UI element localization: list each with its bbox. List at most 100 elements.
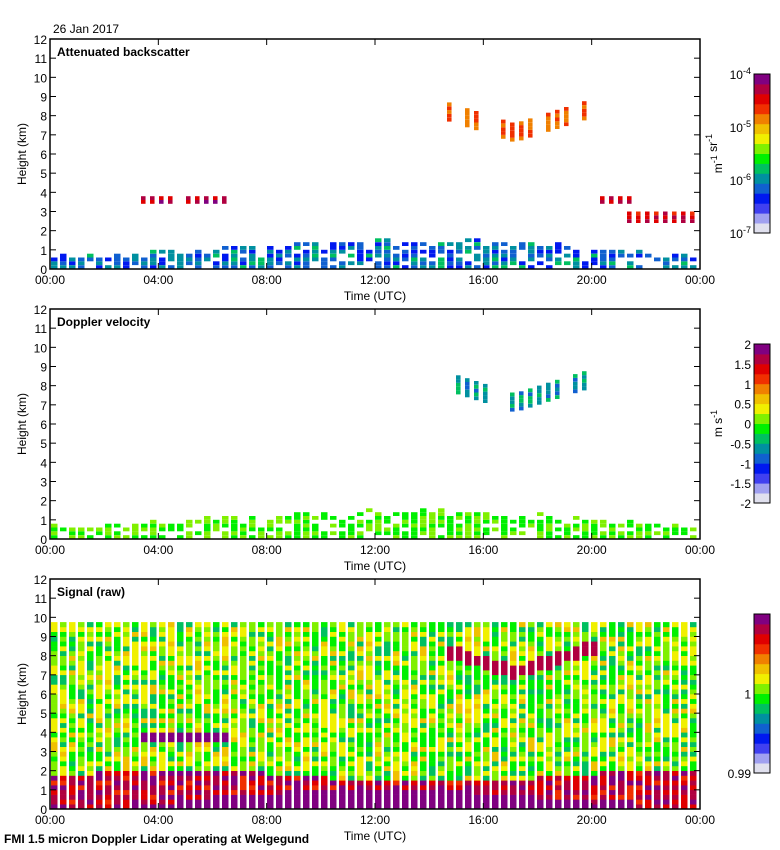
cell [60, 694, 67, 700]
cell [636, 535, 643, 539]
cell [87, 780, 94, 786]
cell [393, 765, 400, 771]
cell [69, 646, 76, 652]
cell [339, 708, 346, 714]
cell [618, 689, 625, 695]
cell [303, 519, 310, 524]
cell [600, 737, 607, 743]
cell [123, 535, 130, 539]
cell [411, 631, 418, 637]
cell [222, 196, 227, 200]
cell [582, 375, 587, 379]
cell [654, 646, 661, 652]
cell [159, 765, 166, 771]
y-tick-label: 4 [40, 186, 47, 200]
cell [267, 626, 274, 632]
cell [258, 689, 265, 695]
cell [159, 535, 166, 539]
cell [537, 650, 544, 656]
cell [60, 775, 67, 781]
cell [159, 684, 166, 690]
cell [132, 535, 139, 539]
cell [501, 131, 506, 135]
cell [357, 523, 364, 528]
cell [321, 794, 328, 800]
cell [420, 741, 427, 747]
cell [321, 626, 328, 632]
cell [195, 718, 202, 724]
cell [393, 698, 400, 704]
cell [393, 527, 400, 532]
cell [375, 246, 382, 250]
cell [546, 655, 553, 661]
cell [87, 775, 94, 781]
cell [627, 761, 634, 767]
cell [690, 775, 697, 781]
cell [483, 670, 490, 676]
cell [303, 770, 310, 776]
cell [105, 531, 112, 536]
cell [591, 655, 598, 661]
cell [366, 799, 373, 805]
cell [168, 622, 175, 628]
cell [456, 655, 463, 661]
cell [105, 770, 112, 776]
cell [483, 665, 490, 671]
cell [159, 694, 166, 700]
cell [51, 626, 58, 632]
cell [681, 708, 688, 714]
cell [474, 684, 481, 690]
cell [618, 665, 625, 671]
cell [690, 215, 695, 220]
cell [78, 765, 85, 771]
cell [564, 535, 571, 539]
cell [168, 670, 175, 676]
cell [582, 780, 589, 786]
cell [375, 780, 382, 786]
cell [258, 732, 265, 738]
cell [411, 519, 418, 524]
cell [222, 785, 229, 791]
cell [267, 631, 274, 637]
cell [384, 775, 391, 781]
x-axis-label: Time (UTC) [344, 829, 406, 843]
cell [330, 751, 337, 757]
cell [636, 655, 643, 661]
cell [591, 756, 598, 762]
cell [321, 265, 328, 269]
cell [60, 626, 67, 632]
cell [546, 713, 553, 719]
cell [411, 512, 418, 516]
cell [573, 253, 580, 258]
cell [159, 261, 166, 266]
cell [537, 393, 542, 397]
cell [528, 265, 535, 269]
cell [483, 257, 490, 262]
cell [591, 531, 598, 536]
cell [411, 674, 418, 680]
cell [483, 660, 490, 666]
cell [636, 689, 643, 695]
cell [501, 626, 508, 632]
cell [573, 804, 580, 810]
cell [141, 535, 148, 539]
cell [240, 775, 247, 781]
cell [375, 626, 382, 632]
cell [573, 718, 580, 724]
cell [663, 674, 670, 680]
cell [78, 684, 85, 690]
cell [204, 713, 211, 719]
cell [150, 535, 157, 539]
cell [447, 523, 454, 528]
cell [357, 756, 364, 762]
cell [186, 523, 193, 528]
cell [321, 249, 328, 254]
cell [429, 674, 436, 680]
cell [618, 626, 625, 632]
cell [267, 253, 274, 258]
cell [285, 770, 292, 776]
cell [492, 718, 499, 724]
cell [285, 765, 292, 771]
cell [447, 751, 454, 757]
cell [402, 641, 409, 647]
